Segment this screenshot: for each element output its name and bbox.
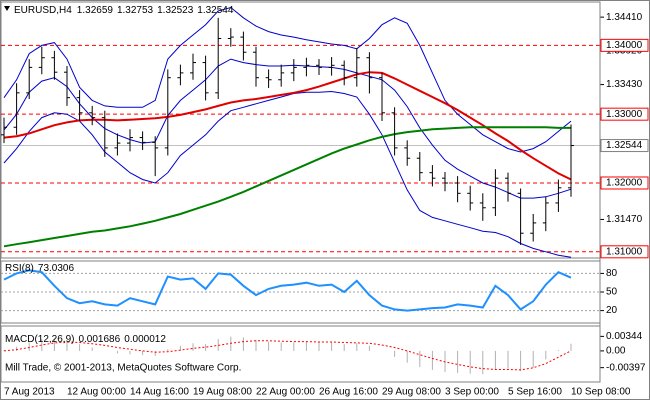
- macd-signal: 0.000012: [124, 334, 166, 345]
- header-icon: [4, 6, 10, 11]
- y-tick-label: -0.00397: [606, 362, 646, 373]
- y-tick-label: 20: [606, 305, 618, 316]
- level-label: 1.34000: [606, 40, 643, 51]
- x-tick-label: 7 Aug 2013: [4, 387, 55, 398]
- last-price-label: 1.32544: [606, 140, 643, 151]
- x-tick-label: 12 Aug 00:00: [67, 387, 126, 398]
- indicator-line: [3, 90, 572, 258]
- macd-main: 0.001686: [78, 334, 120, 345]
- x-tick-label: 22 Aug 00:00: [256, 387, 315, 398]
- x-tick-label: 29 Aug 08:00: [382, 387, 441, 398]
- x-tick-label: 14 Aug 16:00: [130, 387, 189, 398]
- x-tick-label: 3 Sep 00:00: [445, 387, 499, 398]
- x-tick-label: 10 Sep 08:00: [571, 387, 631, 398]
- x-tick-label: 19 Aug 08:00: [193, 387, 252, 398]
- x-tick-label: 26 Aug 16:00: [319, 387, 378, 398]
- level-box: [600, 38, 649, 52]
- macd-name: MACD(12,26,9): [5, 334, 74, 345]
- level-box: [600, 107, 649, 121]
- watermark: Mill Trade, © 2001-2013, MetaQuotes Soft…: [5, 363, 241, 374]
- y-tick-label: 80: [606, 268, 618, 279]
- y-tick-label: 1.33430: [606, 79, 643, 90]
- y-tick-label: 50: [606, 287, 618, 298]
- indicator-line: [3, 6, 572, 153]
- y-tick-label: 0.00: [606, 346, 626, 357]
- y-tick-label: 1.34410: [606, 12, 643, 23]
- header-close: 1.32544: [197, 5, 234, 16]
- level-box: [600, 176, 649, 190]
- level-box: [600, 245, 649, 259]
- rsi-title: RSI(8) 73.0306: [5, 263, 74, 274]
- header-open: 1.32659: [77, 5, 114, 16]
- header-low: 1.32523: [157, 5, 194, 16]
- indicator-line: [3, 58, 572, 199]
- rsi-name: RSI(8): [5, 263, 34, 274]
- macd-title: MACD(12,26,9) 0.001686 0.000012: [5, 334, 166, 345]
- header-high: 1.32753: [117, 5, 154, 16]
- signal-line: [3, 340, 572, 371]
- header: EURUSD,H4 1.32659 1.32753 1.32523 1.32544: [14, 5, 234, 16]
- symbol: EURUSD,H4: [14, 5, 72, 16]
- level-label: 1.32000: [606, 178, 643, 189]
- y-tick-label: 0.00344: [606, 331, 643, 342]
- y-tick-label: 1.31470: [606, 214, 643, 225]
- x-tick-label: 5 Sep 16:00: [508, 387, 562, 398]
- level-label: 1.33000: [606, 109, 643, 120]
- indicator-line: [3, 126, 571, 248]
- indicator-line: [3, 71, 572, 181]
- rsi-line: [3, 269, 572, 312]
- rsi-value: 73.0306: [38, 263, 75, 274]
- last-price-box: [600, 139, 649, 153]
- level-label: 1.31000: [606, 246, 643, 257]
